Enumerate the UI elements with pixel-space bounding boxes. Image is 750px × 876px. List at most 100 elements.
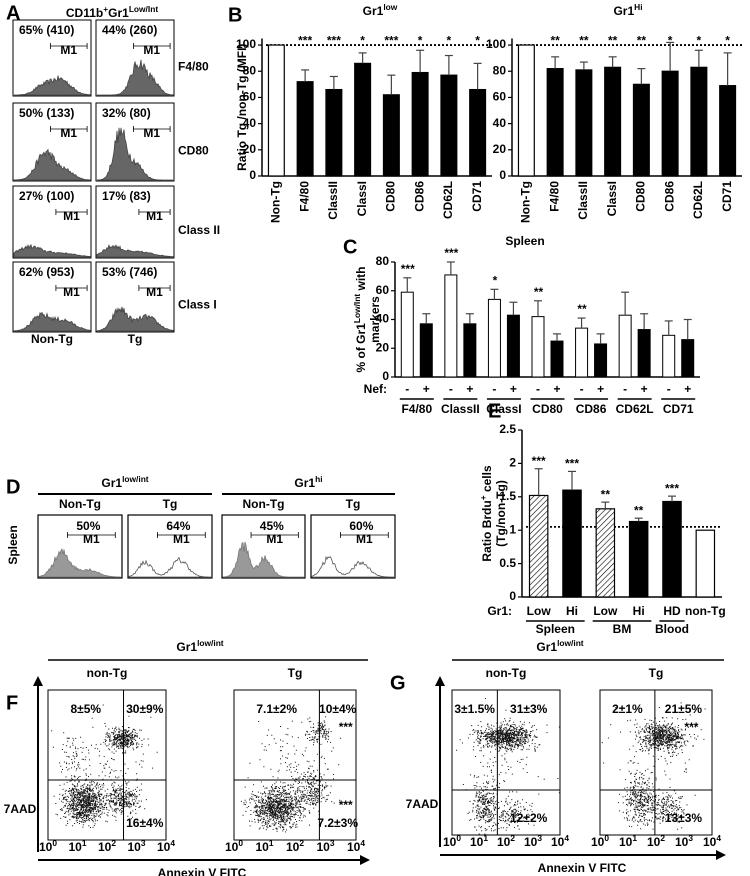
arrow-head xyxy=(716,850,726,860)
panel-title: CD11b+Gr1Low/Int xyxy=(66,4,158,20)
significance: ** xyxy=(579,34,589,48)
significance: *** xyxy=(401,262,415,276)
column-label: Non-Tg xyxy=(243,497,285,511)
column-label: Non-Tg xyxy=(59,497,101,511)
dot-cloud xyxy=(456,698,560,835)
x-tick-label-part: 0 xyxy=(456,833,461,843)
plot-frame xyxy=(47,689,167,841)
bar xyxy=(550,340,564,378)
percent-label: 65% (410) xyxy=(19,23,74,37)
significance: ** xyxy=(550,34,560,48)
legend-sign: - xyxy=(536,382,540,396)
error-bar xyxy=(568,470,576,491)
gate-label: M1 xyxy=(146,285,163,299)
x-tick-label: ClassII xyxy=(326,181,340,220)
histogram xyxy=(14,75,91,96)
significance: * xyxy=(360,34,365,48)
bar xyxy=(637,329,651,378)
error-bar xyxy=(694,49,703,68)
x-tick-label: Hi xyxy=(566,604,578,618)
gate-label: M1 xyxy=(60,43,77,57)
significance: * xyxy=(668,34,673,48)
histogram xyxy=(13,311,91,332)
y-tick-label: 60 xyxy=(493,90,507,104)
group-title-part: Gr1 xyxy=(101,476,122,490)
panel-label: G xyxy=(390,672,406,694)
column-label: Tg xyxy=(163,497,178,511)
panel-label: E xyxy=(488,400,501,422)
bar xyxy=(662,334,676,378)
bar xyxy=(411,71,429,177)
panel-title: Gr1low/int xyxy=(536,638,583,654)
significance: * xyxy=(418,34,423,48)
significance: *** xyxy=(532,454,546,468)
x-tick-label: 101 xyxy=(619,833,637,849)
bar xyxy=(662,500,682,598)
significance: ** xyxy=(637,34,647,48)
bar xyxy=(463,323,477,378)
x-tick-label: Hi xyxy=(633,604,645,618)
histogram xyxy=(97,59,174,96)
x-tick-label: CD71 xyxy=(720,181,734,212)
error-bar xyxy=(509,301,518,316)
plot-frame xyxy=(233,689,357,841)
x-tick-label: 101 xyxy=(68,838,86,854)
percent-label: 45% xyxy=(260,519,284,533)
y-tick-label: 0.5 xyxy=(499,556,516,570)
y-tick-label: 2.5 xyxy=(499,422,516,436)
y-tick-label: 0 xyxy=(249,168,256,182)
x-tick-label: ClassI xyxy=(355,181,369,216)
legend-sign: + xyxy=(423,382,430,396)
bar xyxy=(618,314,632,378)
x-tick-label-part: 10 xyxy=(68,840,82,854)
y-tick-label: 100 xyxy=(236,37,256,51)
y-axis-label: % of Gr1Low/Int with xyxy=(352,267,368,373)
panel-title-part: low/int xyxy=(557,638,584,648)
x-tick-label-part: 0 xyxy=(604,833,609,843)
dot-cloud xyxy=(601,702,706,830)
y-tick-label: 60 xyxy=(376,283,390,297)
x-tick-label: 103 xyxy=(675,833,693,849)
x-tick-label-part: 4 xyxy=(360,838,365,848)
panel-title: Gr1low/int xyxy=(176,638,223,654)
x-tick-label: 101 xyxy=(470,833,488,849)
chart-title: Gr1low xyxy=(363,2,398,18)
column-label: non-Tg xyxy=(87,666,128,680)
chart-title-part: Gr1 xyxy=(363,4,384,18)
error-bar xyxy=(577,317,586,329)
panel-title-part: Gr1 xyxy=(176,640,197,654)
column-label: non-Tg xyxy=(486,666,527,680)
x-tick-label: ClassI xyxy=(605,181,619,216)
x-tick-label-part: 10 xyxy=(127,840,141,854)
bar xyxy=(628,520,649,598)
error-bar xyxy=(534,468,543,496)
x-tick-label-part: 10 xyxy=(225,840,239,854)
bar xyxy=(531,316,545,378)
panel-label: F xyxy=(6,692,18,714)
significance: ** xyxy=(634,503,644,517)
x-tick-label: CD86 xyxy=(576,402,607,416)
error-bar xyxy=(358,52,367,64)
legend-sign: + xyxy=(510,382,517,396)
histogram xyxy=(13,243,91,258)
x-tick-label: CD62L xyxy=(691,181,705,219)
error-bar xyxy=(579,61,588,70)
significance: *** xyxy=(298,34,312,48)
histogram xyxy=(222,541,304,578)
x-tick-label-part: 4 xyxy=(564,833,569,843)
x-tick-label-part: 3 xyxy=(537,833,542,843)
category-prefix: Gr1: xyxy=(487,604,512,618)
y-tick-label: 80 xyxy=(376,254,390,268)
histogram-frame xyxy=(127,514,213,579)
x-tick-label: CD71 xyxy=(663,402,694,416)
legend-sign: - xyxy=(492,382,496,396)
significance: *** xyxy=(339,720,353,734)
x-tick-label-part: 2 xyxy=(299,838,304,848)
y-tick-label: 0 xyxy=(382,369,389,383)
significance: ** xyxy=(601,487,611,501)
percent-label: 27% (100) xyxy=(19,189,74,203)
y-tick-label: 2 xyxy=(509,456,516,470)
x-tick-label: ClassII xyxy=(576,181,590,220)
panel-title-part: CD11b xyxy=(66,6,103,20)
